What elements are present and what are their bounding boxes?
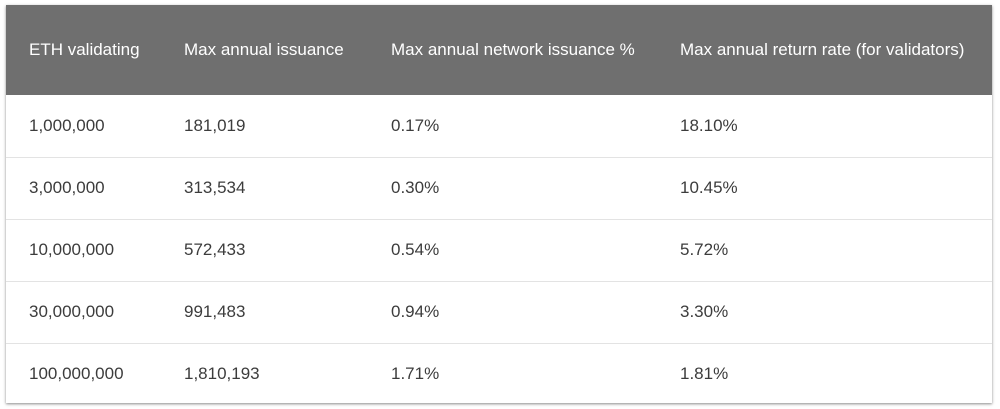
cell-network-issuance-percent: 0.30% — [391, 178, 440, 197]
cell-network-issuance-percent: 0.17% — [391, 115, 440, 135]
cell-return-rate: 1.81% — [680, 364, 729, 384]
table-header-row: ETH validating Max annual issuance Max a… — [6, 5, 992, 95]
cell-return-rate: 18.10% — [680, 115, 738, 135]
cell-return-rate: 3.30% — [680, 302, 729, 321]
cell-network-issuance-percent: 1.71% — [391, 364, 440, 384]
header-eth-validating: ETH validating — [29, 40, 140, 59]
cell-eth-validating: 100,000,000 — [29, 364, 124, 384]
cell-max-annual-issuance: 991,483 — [184, 302, 246, 321]
cell-max-annual-issuance: 313,534 — [184, 178, 246, 197]
cell-eth-validating: 30,000,000 — [29, 302, 115, 321]
cell-eth-validating: 10,000,000 — [29, 240, 115, 259]
issuance-table-card: ETH validating Max annual issuance Max a… — [6, 5, 992, 403]
table-row: 1,000,000 181,019 0.17% 18.10% — [6, 95, 992, 157]
table-row: 30,000,000 991,483 0.94% 3.30% — [6, 281, 992, 343]
issuance-table: ETH validating Max annual issuance Max a… — [6, 5, 992, 405]
cell-network-issuance-percent: 0.94% — [391, 302, 440, 321]
header-max-return-rate: Max annual return rate (for validators) — [680, 40, 965, 59]
cell-network-issuance-percent: 0.54% — [391, 240, 440, 259]
cell-return-rate: 10.45% — [680, 178, 738, 197]
header-max-annual-issuance: Max annual issuance — [184, 40, 344, 59]
cell-return-rate: 5.72% — [680, 240, 729, 259]
table-row: 100,000,000 1,810,193 1.71% 1.81% — [6, 343, 992, 405]
cell-max-annual-issuance: 572,433 — [184, 240, 246, 259]
cell-eth-validating: 3,000,000 — [29, 178, 105, 197]
cell-max-annual-issuance: 181,019 — [184, 115, 246, 135]
header-max-network-issuance-percent: Max annual network issuance % — [391, 40, 635, 59]
table-row: 3,000,000 313,534 0.30% 10.45% — [6, 157, 992, 219]
table-row: 10,000,000 572,433 0.54% 5.72% — [6, 219, 992, 281]
cell-eth-validating: 1,000,000 — [29, 115, 105, 135]
cell-max-annual-issuance: 1,810,193 — [184, 364, 260, 384]
